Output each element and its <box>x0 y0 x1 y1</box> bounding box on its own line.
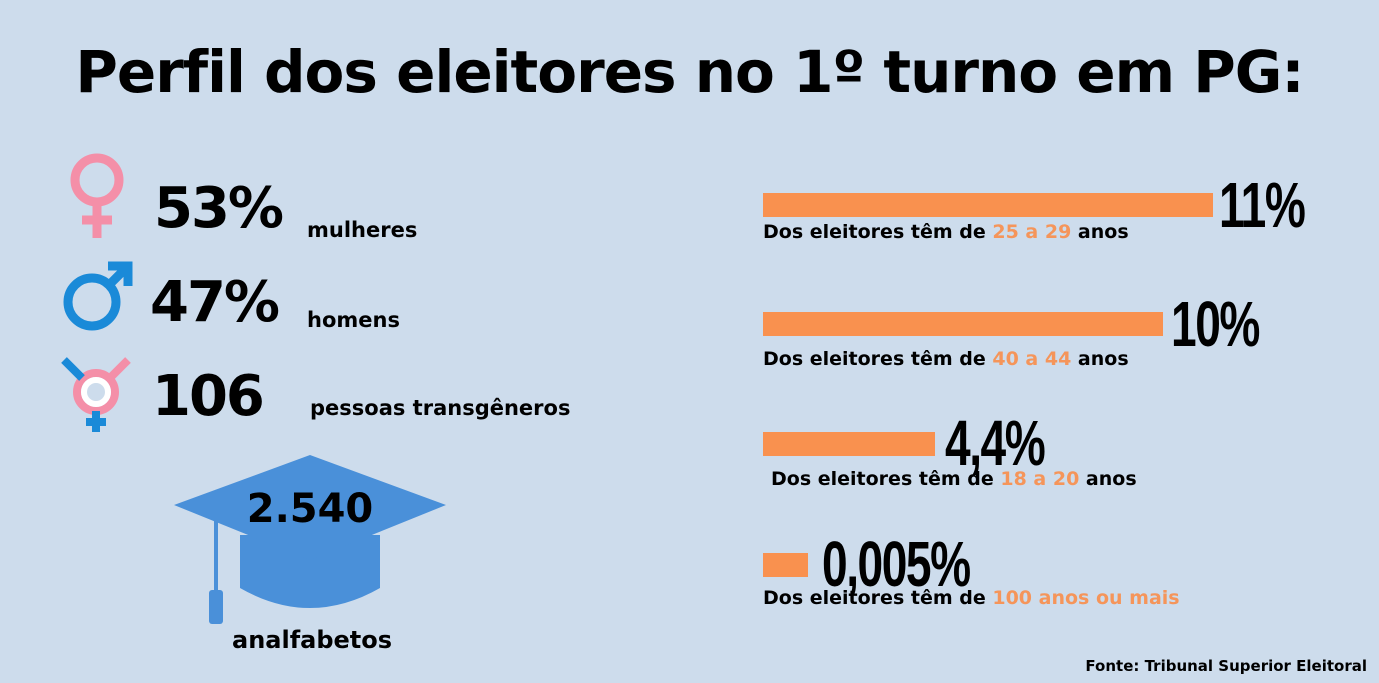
age-range: 100 anos ou mais <box>992 587 1180 609</box>
age-value: 4,4% <box>945 407 1046 479</box>
stat-label: mulheres <box>307 218 418 242</box>
illiterate-value: 2.540 <box>246 486 374 532</box>
age-value: 11% <box>1219 169 1306 241</box>
male-icon <box>63 261 133 331</box>
graduation-cap <box>174 455 446 624</box>
age-value: 0,005% <box>822 528 971 600</box>
age-text: Dos eleitores têm de 100 anos ou mais <box>763 587 1180 609</box>
age-range: 25 a 29 <box>992 221 1072 243</box>
source: Fonte: Tribunal Superior Eleitoral <box>1085 657 1367 675</box>
age-suffix: anos <box>1085 468 1137 490</box>
bar <box>763 432 935 456</box>
age-value: 10% <box>1171 288 1260 360</box>
female-icon <box>70 153 124 238</box>
title: Perfil dos eleitores no 1º turno em PG: <box>75 38 1304 106</box>
age-prefix: Dos eleitores têm de <box>763 587 986 609</box>
stat-value: 47% <box>150 270 280 335</box>
stat-label: homens <box>307 308 400 332</box>
age-text: Dos eleitores têm de 25 a 29 anos <box>763 221 1129 243</box>
age-text: Dos eleitores têm de 18 a 20 anos <box>771 468 1137 490</box>
bar <box>763 193 1213 217</box>
transgender-icon <box>61 357 131 432</box>
age-suffix: anos <box>1077 221 1129 243</box>
stat-value: 53% <box>154 176 284 241</box>
stat-label: pessoas transgêneros <box>310 396 571 420</box>
stat-value: 106 <box>152 364 265 429</box>
bar <box>763 553 808 577</box>
age-range: 18 a 20 <box>1000 468 1080 490</box>
age-prefix: Dos eleitores têm de <box>771 468 994 490</box>
age-range: 40 a 44 <box>992 348 1072 370</box>
age-text: Dos eleitores têm de 40 a 44 anos <box>763 348 1129 370</box>
age-prefix: Dos eleitores têm de <box>763 348 986 370</box>
age-prefix: Dos eleitores têm de <box>763 221 986 243</box>
age-suffix: anos <box>1077 348 1129 370</box>
bar <box>763 312 1163 336</box>
illiterate-label: analfabetos <box>232 626 393 654</box>
